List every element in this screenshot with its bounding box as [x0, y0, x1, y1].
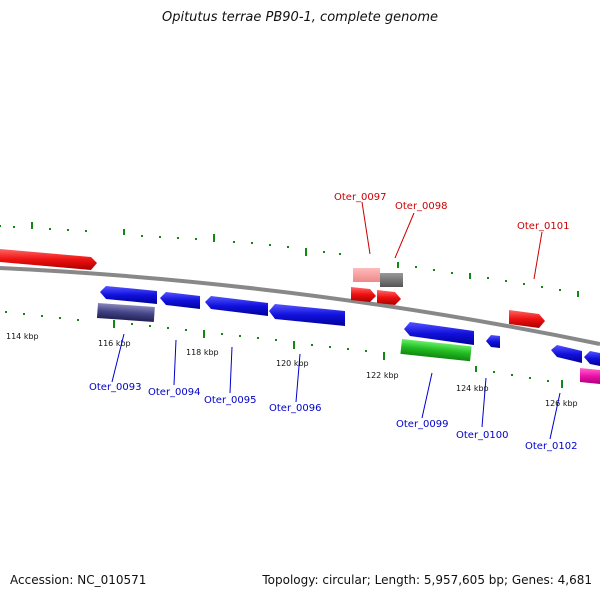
kbp-label: 118 kbp	[186, 348, 219, 357]
gene-oter-0101[interactable]	[509, 310, 545, 328]
label-oter-0096[interactable]: Oter_0096	[269, 403, 322, 414]
gene-oter-0093[interactable]	[100, 286, 157, 304]
label-oter-0100[interactable]: Oter_0100	[456, 430, 509, 441]
label-leader-lines	[111, 201, 561, 440]
label-oter-0101[interactable]: Oter_0101	[517, 221, 570, 232]
gene-forward-a[interactable]	[351, 287, 376, 302]
misc-feature[interactable]	[580, 368, 600, 384]
genome-summary-text: Topology: circular; Length: 5,957,605 bp…	[262, 573, 592, 587]
label-oter-0094[interactable]: Oter_0094	[148, 387, 201, 398]
label-oter-0102[interactable]: Oter_0102	[525, 441, 578, 452]
map-title: Opitutus terrae PB90-1, complete genome	[161, 10, 439, 25]
kbp-label: 122 kbp	[366, 371, 399, 380]
gene-oter-0097[interactable]	[353, 268, 380, 282]
gene-right-edge[interactable]	[584, 351, 600, 366]
kbp-label: 120 kbp	[276, 359, 309, 368]
gene-oter-0098[interactable]	[380, 273, 403, 287]
gene-forward-left[interactable]	[0, 249, 97, 270]
gene-oter-0099[interactable]	[404, 322, 474, 345]
gene-oter-0096[interactable]	[269, 304, 345, 326]
kbp-label: 114 kbp	[6, 332, 39, 341]
gene-oter-0093-pseudo[interactable]	[96, 303, 155, 322]
label-oter-0093[interactable]: Oter_0093	[89, 382, 142, 393]
label-oter-0099[interactable]: Oter_0099	[396, 419, 449, 430]
upper-tick-row	[0, 222, 579, 297]
label-oter-0097[interactable]: Oter_0097	[334, 192, 387, 203]
gene-oter-0100[interactable]	[486, 335, 500, 348]
lower-tick-row	[5, 311, 563, 388]
gene-oter-0094[interactable]	[160, 292, 200, 309]
accession-text: Accession: NC_010571	[10, 573, 147, 587]
gene-forward-b[interactable]	[377, 290, 401, 305]
gene-oter-0095[interactable]	[205, 296, 268, 316]
kbp-label: 116 kbp	[98, 339, 131, 348]
gene-oter-0102[interactable]	[551, 345, 582, 363]
label-oter-0095[interactable]: Oter_0095	[204, 395, 257, 406]
rna-gene[interactable]	[400, 339, 472, 362]
genome-backbone	[0, 266, 600, 346]
kbp-label: 126 kbp	[545, 399, 578, 408]
label-oter-0098[interactable]: Oter_0098	[395, 201, 448, 212]
kbp-label: 124 kbp	[456, 384, 489, 393]
